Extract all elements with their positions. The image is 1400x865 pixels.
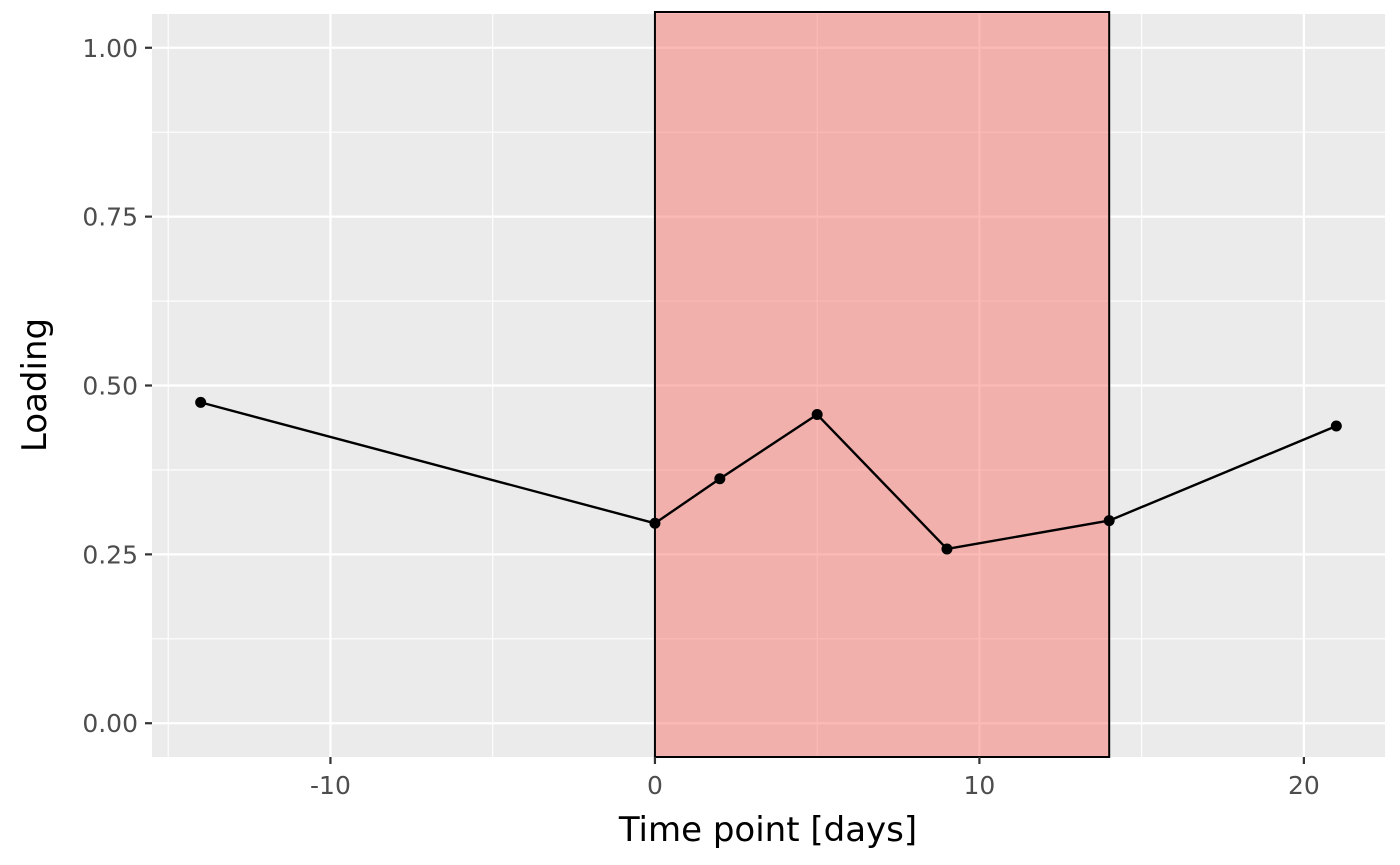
x-tick-label: -10 [310, 771, 351, 800]
x-axis-title: Time point [days] [618, 810, 917, 850]
y-tick-label: 0.50 [82, 372, 138, 401]
series-layer [195, 396, 1342, 555]
axis-ticks [145, 46, 1305, 764]
data-point [1330, 420, 1342, 432]
highlight-interval [653, 11, 1111, 758]
y-tick-label: 0.25 [82, 540, 138, 569]
y-tick-labels: 0.00 0.25 0.50 0.75 1.00 [82, 34, 138, 738]
y-tick-label: 1.00 [82, 34, 138, 63]
x-tick-label: 20 [1288, 771, 1320, 800]
x-tick-label: 10 [964, 771, 996, 800]
data-point [649, 517, 661, 529]
data-point [941, 543, 953, 555]
data-point [714, 473, 726, 485]
y-axis-title: Loading [15, 318, 55, 452]
data-point [1103, 515, 1115, 527]
x-tick-labels: -10 0 10 20 [310, 771, 1320, 800]
data-point [811, 409, 823, 421]
y-tick-label: 0.75 [82, 203, 138, 232]
x-tick-label: 0 [647, 771, 663, 800]
y-tick-label: 0.00 [82, 709, 138, 738]
data-point [195, 396, 207, 408]
